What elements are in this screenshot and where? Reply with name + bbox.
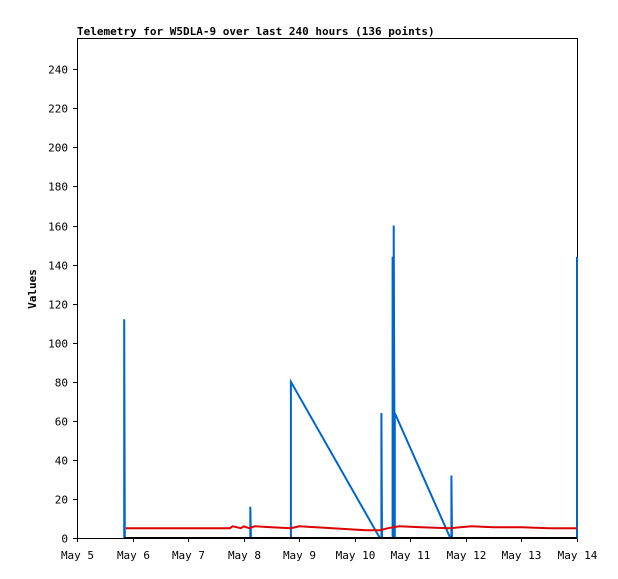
x-tick-label-9: May 14 — [558, 549, 598, 562]
y-axis-label: Values — [26, 269, 39, 309]
series-line-1 — [125, 525, 577, 532]
y-tick-label-180: 180 — [48, 181, 68, 194]
y-tick-label-240: 240 — [48, 64, 68, 77]
y-tick-label-160: 160 — [48, 221, 68, 234]
x-tick-label-7: May 12 — [447, 549, 487, 562]
x-tick-label-5: May 10 — [336, 549, 376, 562]
y-tick-label-40: 40 — [55, 455, 68, 468]
y-tick-label-20: 20 — [55, 494, 68, 507]
series-layer — [123, 225, 578, 539]
y-tick-label-140: 140 — [48, 260, 68, 273]
y-tick-label-80: 80 — [55, 377, 68, 390]
y-tick-label-200: 200 — [48, 142, 68, 155]
axes-layer: 0 20 40 60 80 100 120 140 160 180 200 220 240 May 5 Ma… — [48, 64, 598, 563]
x-tick-label-6: May 11 — [391, 549, 431, 562]
x-tick-label-3: May 8 — [228, 549, 261, 562]
plot-frame — [77, 38, 578, 539]
y-tick-label-60: 60 — [55, 416, 68, 429]
x-tick-label-2: May 7 — [172, 549, 205, 562]
y-tick-label-0: 0 — [61, 533, 68, 546]
x-tick-label-8: May 13 — [502, 549, 542, 562]
series-line-0 — [123, 225, 578, 539]
y-tick-label-220: 220 — [48, 103, 68, 116]
y-tick-label-100: 100 — [48, 338, 68, 351]
chart-title: Telemetry for W5DLA-9 over last 240 hour… — [77, 25, 435, 38]
x-tick-label-4: May 9 — [283, 549, 316, 562]
y-tick-label-120: 120 — [48, 299, 68, 312]
x-tick-label-1: May 6 — [117, 549, 150, 562]
x-tick-label-0: May 5 — [61, 549, 94, 562]
